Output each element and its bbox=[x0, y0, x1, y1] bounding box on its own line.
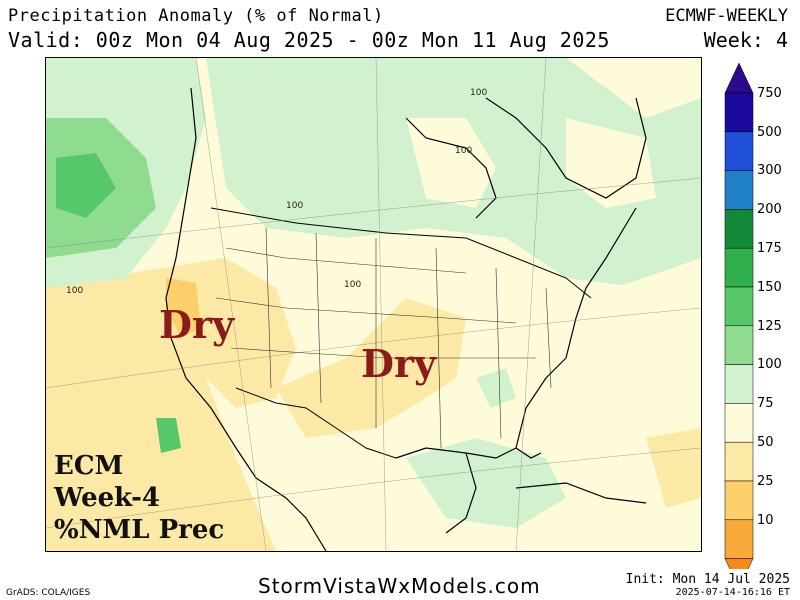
hudson-bay-region bbox=[406, 118, 496, 208]
colorbar-label: 50 bbox=[757, 435, 774, 450]
dry-annotation-west: Dry bbox=[159, 302, 235, 347]
colorbar-segment bbox=[724, 403, 754, 443]
week-annotation: Week-4 bbox=[54, 483, 161, 513]
contour-label: 100 bbox=[286, 201, 304, 211]
generated-timestamp: 2025-07-14-16:16 ET bbox=[675, 587, 790, 598]
atlantic-region bbox=[586, 258, 701, 551]
atlantic-dry-patch bbox=[646, 428, 701, 508]
colorbar-label: 500 bbox=[757, 124, 782, 140]
grads-credit: GrADS: COLA/IGES bbox=[6, 588, 91, 598]
product-annotation: %NML Prec bbox=[54, 515, 225, 545]
colorbar bbox=[724, 63, 754, 569]
colorbar-label: 100 bbox=[757, 357, 782, 373]
colorbar-label: 75 bbox=[757, 396, 774, 412]
colorbar-label: 300 bbox=[757, 163, 782, 179]
colorbar-label: 150 bbox=[757, 279, 782, 295]
model-name: ECMWF-WEEKLY bbox=[665, 6, 788, 26]
california-dry-core bbox=[166, 278, 201, 338]
colorbar-max-arrow bbox=[724, 63, 754, 94]
colorbar-segment bbox=[724, 325, 754, 365]
graticule bbox=[46, 58, 701, 551]
contour-label: 100 bbox=[66, 286, 84, 296]
map-canvas bbox=[46, 58, 701, 551]
init-time: Init: Mon 14 Jul 2025 bbox=[625, 572, 790, 587]
baja-wet-patch bbox=[156, 418, 181, 453]
anomaly-map: 100 100 100 100 100 Dry Dry ECM Week-4 %… bbox=[45, 57, 702, 552]
colorbar-label: 10 bbox=[757, 512, 774, 528]
colorbar-min-arrow bbox=[724, 558, 754, 569]
colorbar-segment bbox=[724, 364, 754, 404]
quebec-region bbox=[566, 118, 656, 208]
valid-period: Valid: 00z Mon 04 Aug 2025 - 00z Mon 11 … bbox=[8, 28, 610, 52]
country-borders bbox=[210, 207, 592, 459]
colorbar-label: 175 bbox=[757, 241, 782, 256]
central-us-dry-region bbox=[276, 298, 466, 438]
colorbar-segment bbox=[724, 92, 754, 133]
gulf-wet-region bbox=[406, 438, 566, 528]
model-annotation: ECM bbox=[54, 451, 124, 481]
colorbar-segment bbox=[724, 519, 754, 559]
colorbar-label: 200 bbox=[757, 202, 782, 218]
map-title: Precipitation Anomaly (% of Normal) bbox=[8, 6, 384, 26]
pacific-wet-center bbox=[56, 153, 116, 218]
pacific-dry-region bbox=[46, 268, 276, 551]
colorbar-segment bbox=[724, 170, 754, 210]
colorbar-segment bbox=[724, 131, 754, 171]
colorbar-label: 25 bbox=[757, 473, 774, 489]
colorbar-segment bbox=[724, 247, 754, 288]
colorbar-segment bbox=[724, 480, 754, 521]
coastlines bbox=[165, 87, 647, 551]
state-borders bbox=[215, 227, 552, 449]
colorbar-segment bbox=[724, 441, 754, 482]
dry-annotation-central: Dry bbox=[361, 341, 437, 386]
colorbar-label: 750 bbox=[757, 85, 782, 101]
contour-label: 100 bbox=[344, 280, 362, 290]
colorbar-label: 125 bbox=[757, 318, 782, 334]
southeast-wet-patch bbox=[476, 368, 516, 408]
colorbar-segment bbox=[724, 286, 754, 327]
week-label: Week: 4 bbox=[703, 28, 788, 52]
colorbar-segment bbox=[724, 209, 754, 249]
contour-label: 100 bbox=[455, 146, 473, 156]
site-name: StormVistaWxModels.com bbox=[258, 574, 541, 598]
contour-label: 100 bbox=[470, 88, 488, 98]
